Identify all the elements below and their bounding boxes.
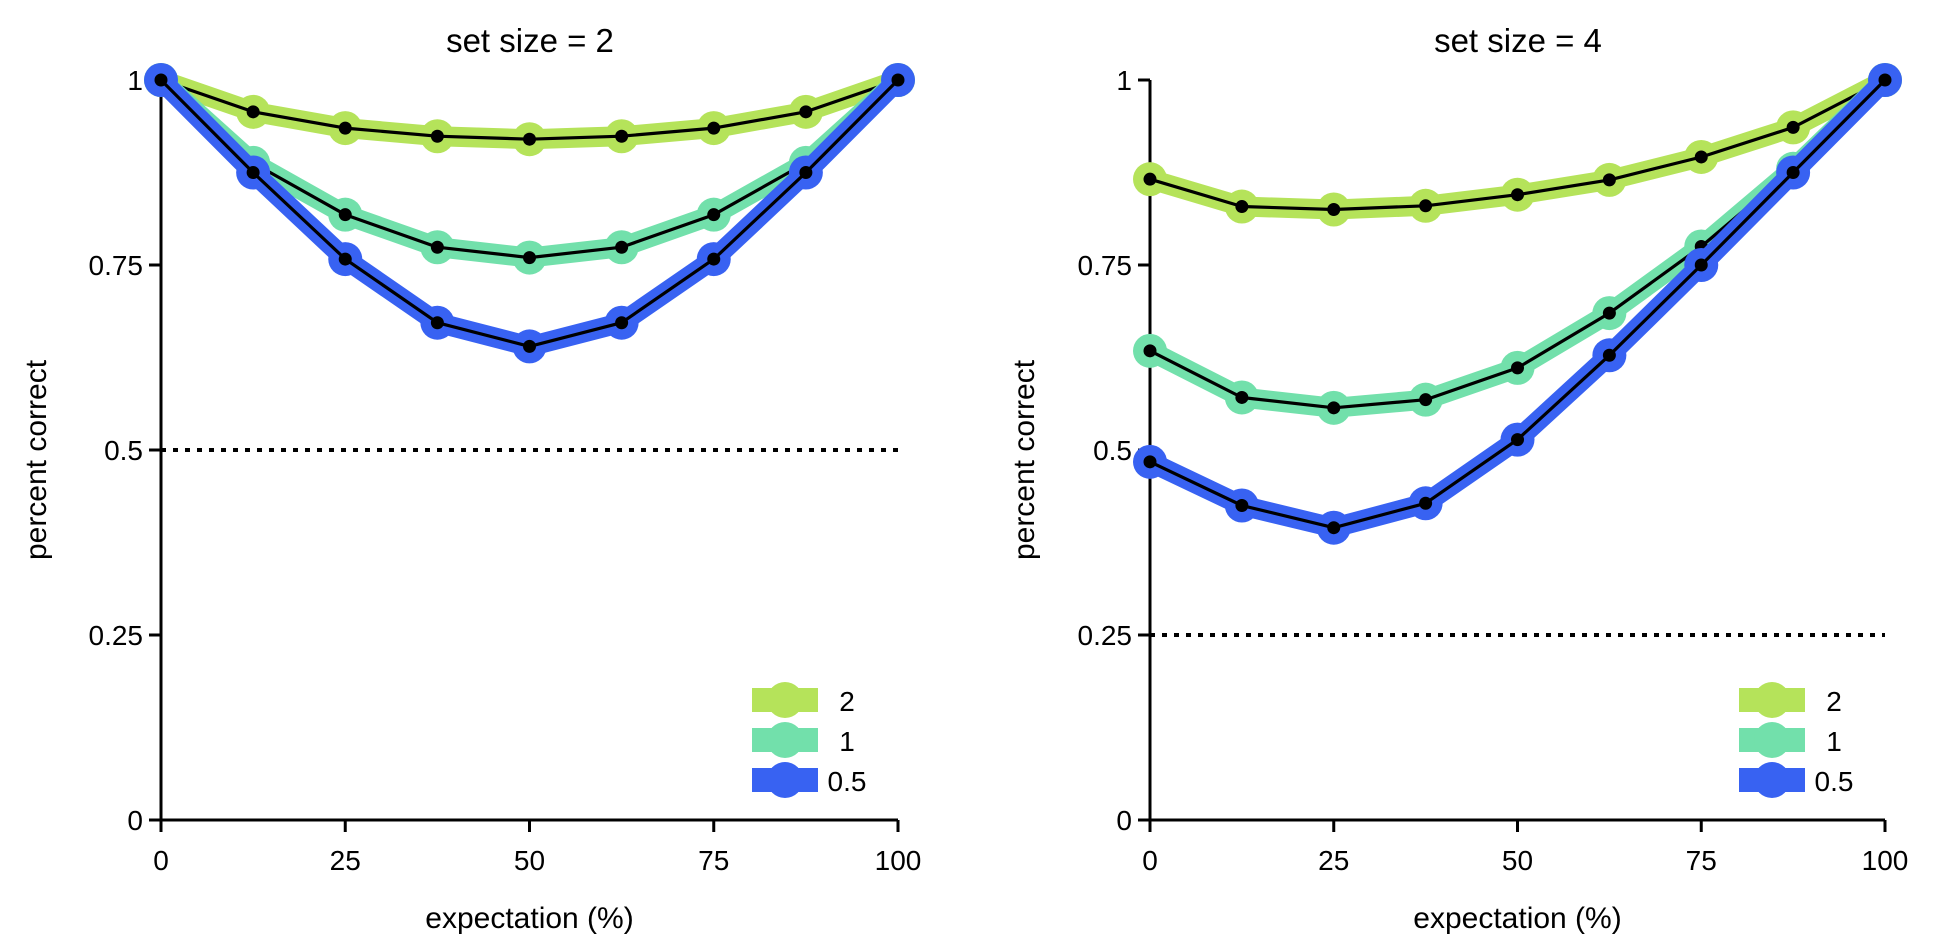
data-point	[430, 316, 444, 330]
x-axis-label: expectation (%)	[1413, 902, 1621, 935]
y-tick-label: 0.75	[1078, 250, 1133, 281]
data-point	[891, 73, 905, 87]
data-point	[1511, 361, 1524, 375]
data-point	[1694, 150, 1708, 164]
data-point	[338, 252, 352, 266]
data-point	[1327, 521, 1341, 535]
data-point	[615, 240, 629, 254]
y-tick-label: 0.5	[104, 435, 143, 466]
legend-label: 0.5	[828, 766, 867, 797]
legend-label: 0.5	[1815, 766, 1854, 797]
y-tick-label: 0.25	[89, 620, 144, 651]
data-point	[799, 166, 813, 179]
y-tick-label: 0.75	[89, 250, 144, 281]
legend-label: 2	[839, 686, 855, 717]
data-point	[615, 129, 629, 143]
data-point	[1419, 393, 1433, 407]
data-point	[1602, 173, 1616, 187]
data-point	[1602, 348, 1616, 362]
legend-label: 1	[839, 726, 855, 757]
data-point	[707, 252, 721, 266]
legend-label: 2	[1826, 686, 1842, 717]
data-point	[799, 105, 813, 119]
legend-marker	[767, 722, 803, 758]
y-tick-label: 0.5	[1093, 435, 1132, 466]
data-point	[1602, 306, 1616, 320]
data-point	[707, 121, 721, 135]
data-point	[1235, 499, 1249, 512]
data-point	[615, 316, 629, 330]
data-point	[1235, 390, 1249, 404]
legend-marker	[1754, 762, 1790, 798]
chart-panel-set-size-2: set size = 2 0 0.25 0.5 0.75 1 0 25 50 75 100 expec…	[20, 22, 921, 935]
data-point	[1694, 258, 1708, 272]
series-band	[1140, 70, 1895, 538]
chart-title: set size = 2	[446, 22, 614, 59]
y-tick-label: 1	[1116, 65, 1132, 96]
x-tick-label: 50	[1502, 845, 1533, 876]
legend-label: 1	[1826, 726, 1842, 757]
y-axis-label: percent correct	[20, 359, 53, 560]
data-point	[430, 240, 444, 254]
data-point	[523, 339, 536, 353]
x-tick-label: 25	[1318, 845, 1349, 876]
x-tick-label: 25	[330, 845, 361, 876]
legend-marker	[767, 762, 803, 798]
data-point	[1786, 120, 1800, 134]
series-line	[1149, 78, 1887, 530]
data-point	[1327, 203, 1341, 216]
data-point	[1419, 496, 1433, 510]
series-1	[1133, 63, 1902, 425]
series-0.5	[1133, 63, 1902, 545]
series-0.5	[144, 63, 915, 364]
chart-title: set size = 4	[1434, 22, 1602, 59]
data-point	[523, 132, 536, 146]
y-tick-label: 0	[1116, 805, 1132, 836]
data-point	[1511, 433, 1524, 447]
y-axis-label: percent correct	[1008, 359, 1041, 560]
x-tick-label: 100	[1862, 845, 1909, 876]
y-tick-label: 1	[127, 65, 143, 96]
data-point	[246, 166, 260, 179]
data-point	[707, 208, 721, 222]
legend: 210.5	[752, 682, 866, 798]
legend: 210.5	[1739, 682, 1853, 798]
data-point	[1786, 166, 1800, 179]
series-2	[1133, 63, 1902, 227]
x-tick-label: 0	[1142, 845, 1158, 876]
data-point	[523, 251, 536, 265]
data-point	[338, 208, 352, 222]
legend-marker	[767, 682, 803, 718]
data-point	[1511, 188, 1524, 202]
data-point	[338, 121, 352, 135]
x-tick-label: 75	[1686, 845, 1717, 876]
x-tick-label: 100	[875, 845, 922, 876]
series-2	[144, 63, 915, 157]
y-tick-label: 0	[127, 805, 143, 836]
data-point	[430, 129, 444, 143]
data-point	[1235, 200, 1249, 214]
data-point	[154, 73, 168, 87]
data-point	[1419, 199, 1433, 213]
data-point	[1327, 401, 1341, 415]
x-axis-label: expectation (%)	[425, 902, 633, 935]
data-point	[1143, 455, 1157, 469]
x-tick-label: 50	[514, 845, 545, 876]
y-tick-label: 0.25	[1078, 620, 1133, 651]
data-point	[246, 105, 260, 119]
data-point	[1878, 73, 1892, 87]
data-point	[1143, 172, 1157, 186]
legend-marker	[1754, 722, 1790, 758]
legend-marker	[1754, 682, 1790, 718]
chart-panel-set-size-4: set size = 4 0 0.25 0.5 0.75 1 0 25 50 75 100 expec…	[1008, 22, 1908, 935]
x-tick-label: 75	[698, 845, 729, 876]
data-point	[1143, 344, 1157, 358]
x-tick-label: 0	[153, 845, 169, 876]
